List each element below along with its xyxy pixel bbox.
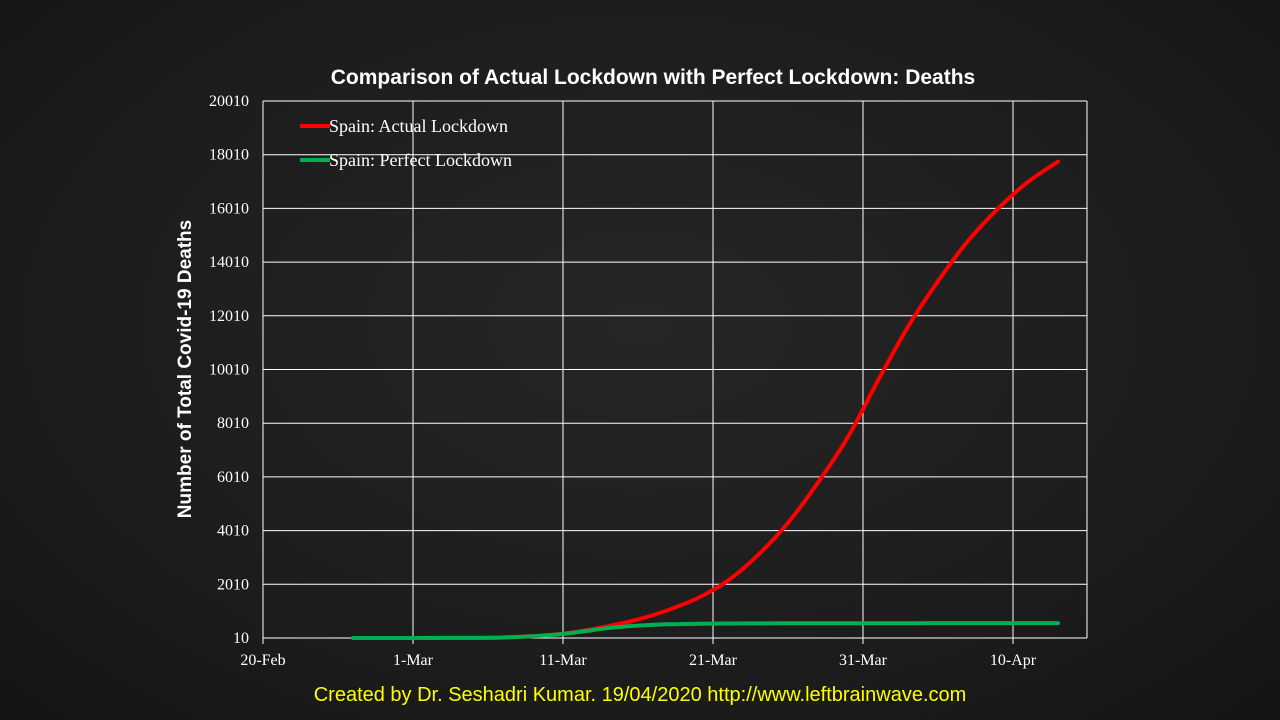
series-lines (351, 159, 1060, 641)
y-tick-label: 10 (233, 630, 249, 647)
legend-label: Spain: Perfect Lockdown (329, 150, 512, 170)
y-tick-label: 18010 (209, 147, 249, 164)
y-axis-label: Number of Total Covid-19 Deaths (175, 220, 196, 518)
x-tick-label: 21-Mar (689, 652, 738, 669)
series-line-perfect-lockdown (351, 621, 1060, 641)
y-tick-label: 4010 (217, 523, 249, 540)
series-line-actual-lockdown (351, 159, 1060, 641)
y-tick-label: 14010 (209, 254, 249, 271)
y-tick-label: 16010 (209, 200, 249, 217)
chart-title: Comparison of Actual Lockdown with Perfe… (331, 66, 975, 89)
y-tick-label: 6010 (217, 469, 249, 486)
y-tick-label: 10010 (209, 362, 249, 379)
x-tick-label: 31-Mar (839, 652, 888, 669)
credit-line: Created by Dr. Seshadri Kumar. 19/04/202… (313, 684, 967, 706)
x-tick-label: 1-Mar (393, 652, 434, 669)
y-tick-label: 8010 (217, 415, 249, 432)
x-tick-label: 10-Apr (990, 652, 1037, 669)
x-tick-label: 20-Feb (240, 652, 285, 669)
legend: Spain: Actual Lockdown Spain: Perfect Loc… (300, 116, 512, 170)
y-tick-label: 2010 (217, 576, 249, 593)
axis-ticks: 10 2010 4010 6010 8010 10010 12010 14010 16010 18… (209, 93, 1037, 669)
y-tick-label: 20010 (209, 93, 249, 110)
gridlines (262, 100, 1088, 644)
x-tick-label: 11-Mar (539, 652, 587, 669)
y-tick-label: 12010 (209, 308, 249, 325)
legend-label: Spain: Actual Lockdown (329, 116, 508, 136)
